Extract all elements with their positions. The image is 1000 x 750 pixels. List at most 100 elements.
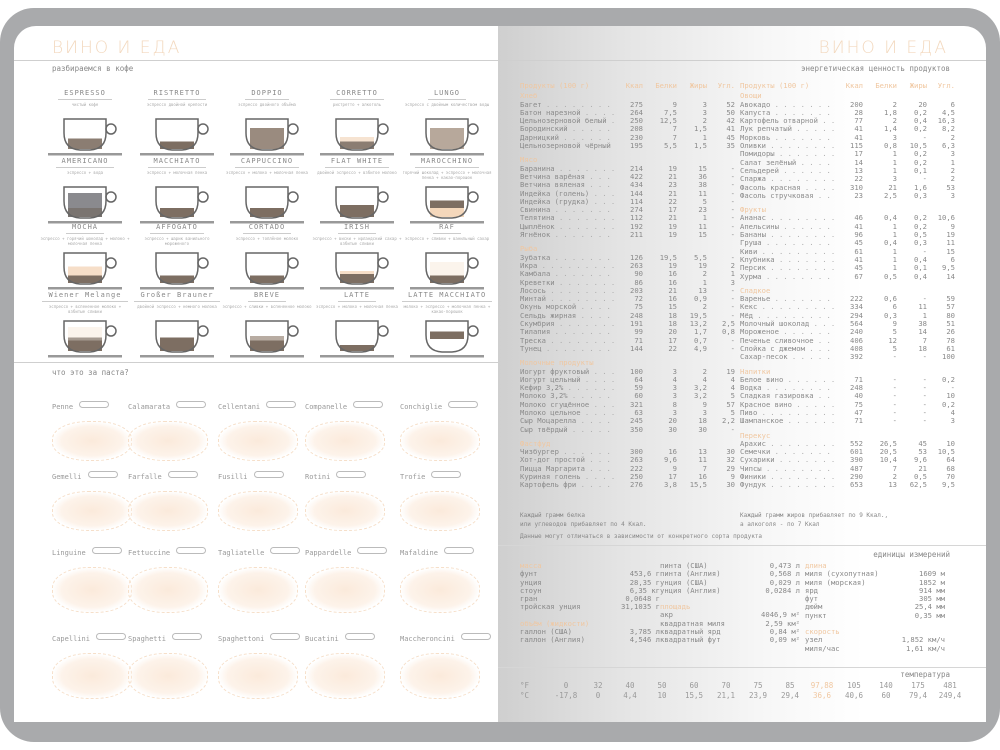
cell: 21 bbox=[668, 285, 677, 295]
pasta-shape-icon bbox=[87, 471, 118, 478]
units-row: миля (сухопутная) 1609 м bbox=[805, 569, 945, 578]
cell: 7 bbox=[892, 463, 897, 473]
pasta-name: Fettuccine bbox=[128, 549, 171, 557]
cup-outline bbox=[335, 186, 379, 219]
coffee-layer bbox=[68, 337, 102, 341]
unit-value: 4,546 л bbox=[629, 635, 660, 645]
cell: 59 bbox=[634, 383, 643, 393]
cup-handle bbox=[105, 325, 117, 337]
cell: Апельсины bbox=[740, 223, 835, 231]
temp-value: 105 bbox=[847, 681, 861, 690]
cell: 38 bbox=[698, 180, 707, 190]
coffee-layer bbox=[68, 193, 102, 208]
cell: - bbox=[730, 335, 735, 345]
coffee-cup-icon bbox=[410, 186, 484, 224]
units-row: унция 28,35 г bbox=[520, 578, 660, 587]
cell: 45 bbox=[726, 132, 735, 142]
cell: Молоко 3,2% bbox=[520, 392, 615, 400]
fahrenheit-label: °F bbox=[520, 681, 530, 690]
cell: 1,7 bbox=[694, 327, 707, 337]
coffee-item: MOCHA эспрессо + горячий шоколад + молоко… bbox=[40, 214, 130, 295]
cell: 263 bbox=[630, 455, 643, 465]
cell: 195 bbox=[630, 141, 643, 151]
coffee-description: эспрессо + сливки + ванильный сахар bbox=[404, 236, 490, 241]
pasta-item: Pappardelle bbox=[305, 540, 400, 613]
cell: Ананас bbox=[740, 214, 835, 222]
units-row: гран 0,0648 г bbox=[520, 594, 660, 603]
pasta-name: Trofie bbox=[400, 473, 426, 481]
pasta-name: Linguine bbox=[52, 549, 86, 557]
cell: 3 bbox=[702, 407, 707, 417]
units-row: галлон (Англия) 4,546 л bbox=[520, 635, 660, 645]
saucer bbox=[410, 287, 484, 290]
table-row: Белое вино 71 - - 0,2 bbox=[740, 374, 955, 384]
cell: 248 bbox=[630, 310, 643, 320]
coffee-layer bbox=[250, 193, 284, 208]
cell: Сельдь жирная bbox=[520, 312, 615, 320]
cell: 32 bbox=[726, 455, 735, 465]
cell: 192 bbox=[630, 221, 643, 231]
coffee-layer bbox=[160, 208, 194, 217]
cell: 14 bbox=[946, 271, 955, 281]
pasta-illustration bbox=[52, 567, 132, 613]
pasta-illustration bbox=[52, 491, 132, 531]
cell: 0,2 bbox=[914, 124, 927, 134]
pasta-illustration bbox=[52, 421, 132, 461]
table-row: Семечки 601 20,5 53 10,5 bbox=[740, 447, 955, 456]
unit-name: пункт bbox=[805, 610, 827, 620]
cell: 62,5 bbox=[909, 480, 927, 490]
cell: 51 bbox=[946, 319, 955, 329]
pasta-illustration bbox=[218, 491, 298, 531]
cell: 16 bbox=[668, 277, 677, 287]
cell: 7 bbox=[672, 124, 677, 134]
cell: 14 bbox=[918, 327, 927, 337]
table-row: Йогурт цельный 64 4 4 4 bbox=[520, 375, 735, 384]
cell: - bbox=[892, 374, 897, 384]
cell: 20 bbox=[668, 416, 677, 426]
cup-handle bbox=[377, 191, 389, 203]
saucer bbox=[230, 355, 304, 358]
table-header: Продукты (100 г) Ккал Белки Жиры Угл. bbox=[520, 81, 735, 90]
table-row: Сыр Моцарелла 245 20 18 2,2 bbox=[520, 416, 735, 426]
cell: 60 bbox=[634, 391, 643, 401]
units-row: фунт 453,6 г bbox=[520, 569, 660, 579]
cell: 9 bbox=[702, 399, 707, 409]
cell: 61 bbox=[854, 246, 863, 256]
cell: Цельнозерновой белый bbox=[520, 117, 615, 125]
cell: 71 bbox=[634, 335, 643, 345]
header-cell: Продукты (100 г) bbox=[520, 82, 590, 90]
units-row: миля (морская) 1852 м bbox=[805, 578, 945, 587]
cell: 274 bbox=[630, 205, 643, 215]
cell: 1,4 bbox=[884, 124, 897, 134]
cell: 1 bbox=[892, 254, 897, 264]
temp-value: 40 bbox=[625, 681, 635, 690]
cell: - bbox=[730, 285, 735, 295]
pasta-shape-icon bbox=[253, 471, 284, 478]
cell: 59 bbox=[946, 294, 955, 304]
table-row: Оливки 115 0,8 10,5 6,3 bbox=[740, 141, 955, 150]
coffee-layer bbox=[430, 275, 464, 283]
cell: 240 bbox=[850, 327, 863, 337]
cell: 294 bbox=[850, 310, 863, 320]
saucer bbox=[410, 153, 484, 156]
cell: - bbox=[892, 416, 897, 426]
unit-value: 453,6 г bbox=[629, 569, 660, 579]
cell: Треска bbox=[520, 337, 615, 345]
cell: 1 bbox=[892, 246, 897, 256]
table-row: Креветки 86 16 1 3 bbox=[520, 277, 735, 287]
unit-value: 2,59 км² bbox=[765, 618, 800, 628]
temp-value: -17,8 bbox=[554, 691, 578, 700]
cell: 21 bbox=[918, 463, 927, 473]
cell: 28 bbox=[854, 107, 863, 117]
cell: Лосось bbox=[520, 287, 615, 295]
pasta-name: Conchiglie bbox=[400, 403, 443, 411]
saucer bbox=[230, 153, 304, 156]
coffee-layer bbox=[430, 339, 464, 351]
cell: 222 bbox=[630, 463, 643, 473]
table-row: Свинина 274 17 23 - bbox=[520, 205, 735, 215]
cell: 3 bbox=[950, 149, 955, 159]
cell: 46 bbox=[854, 213, 863, 223]
saucer bbox=[230, 287, 304, 290]
table-row: Бородинский 208 7 1,5 41 bbox=[520, 124, 735, 134]
pasta-item: Mafaldine bbox=[400, 540, 495, 613]
